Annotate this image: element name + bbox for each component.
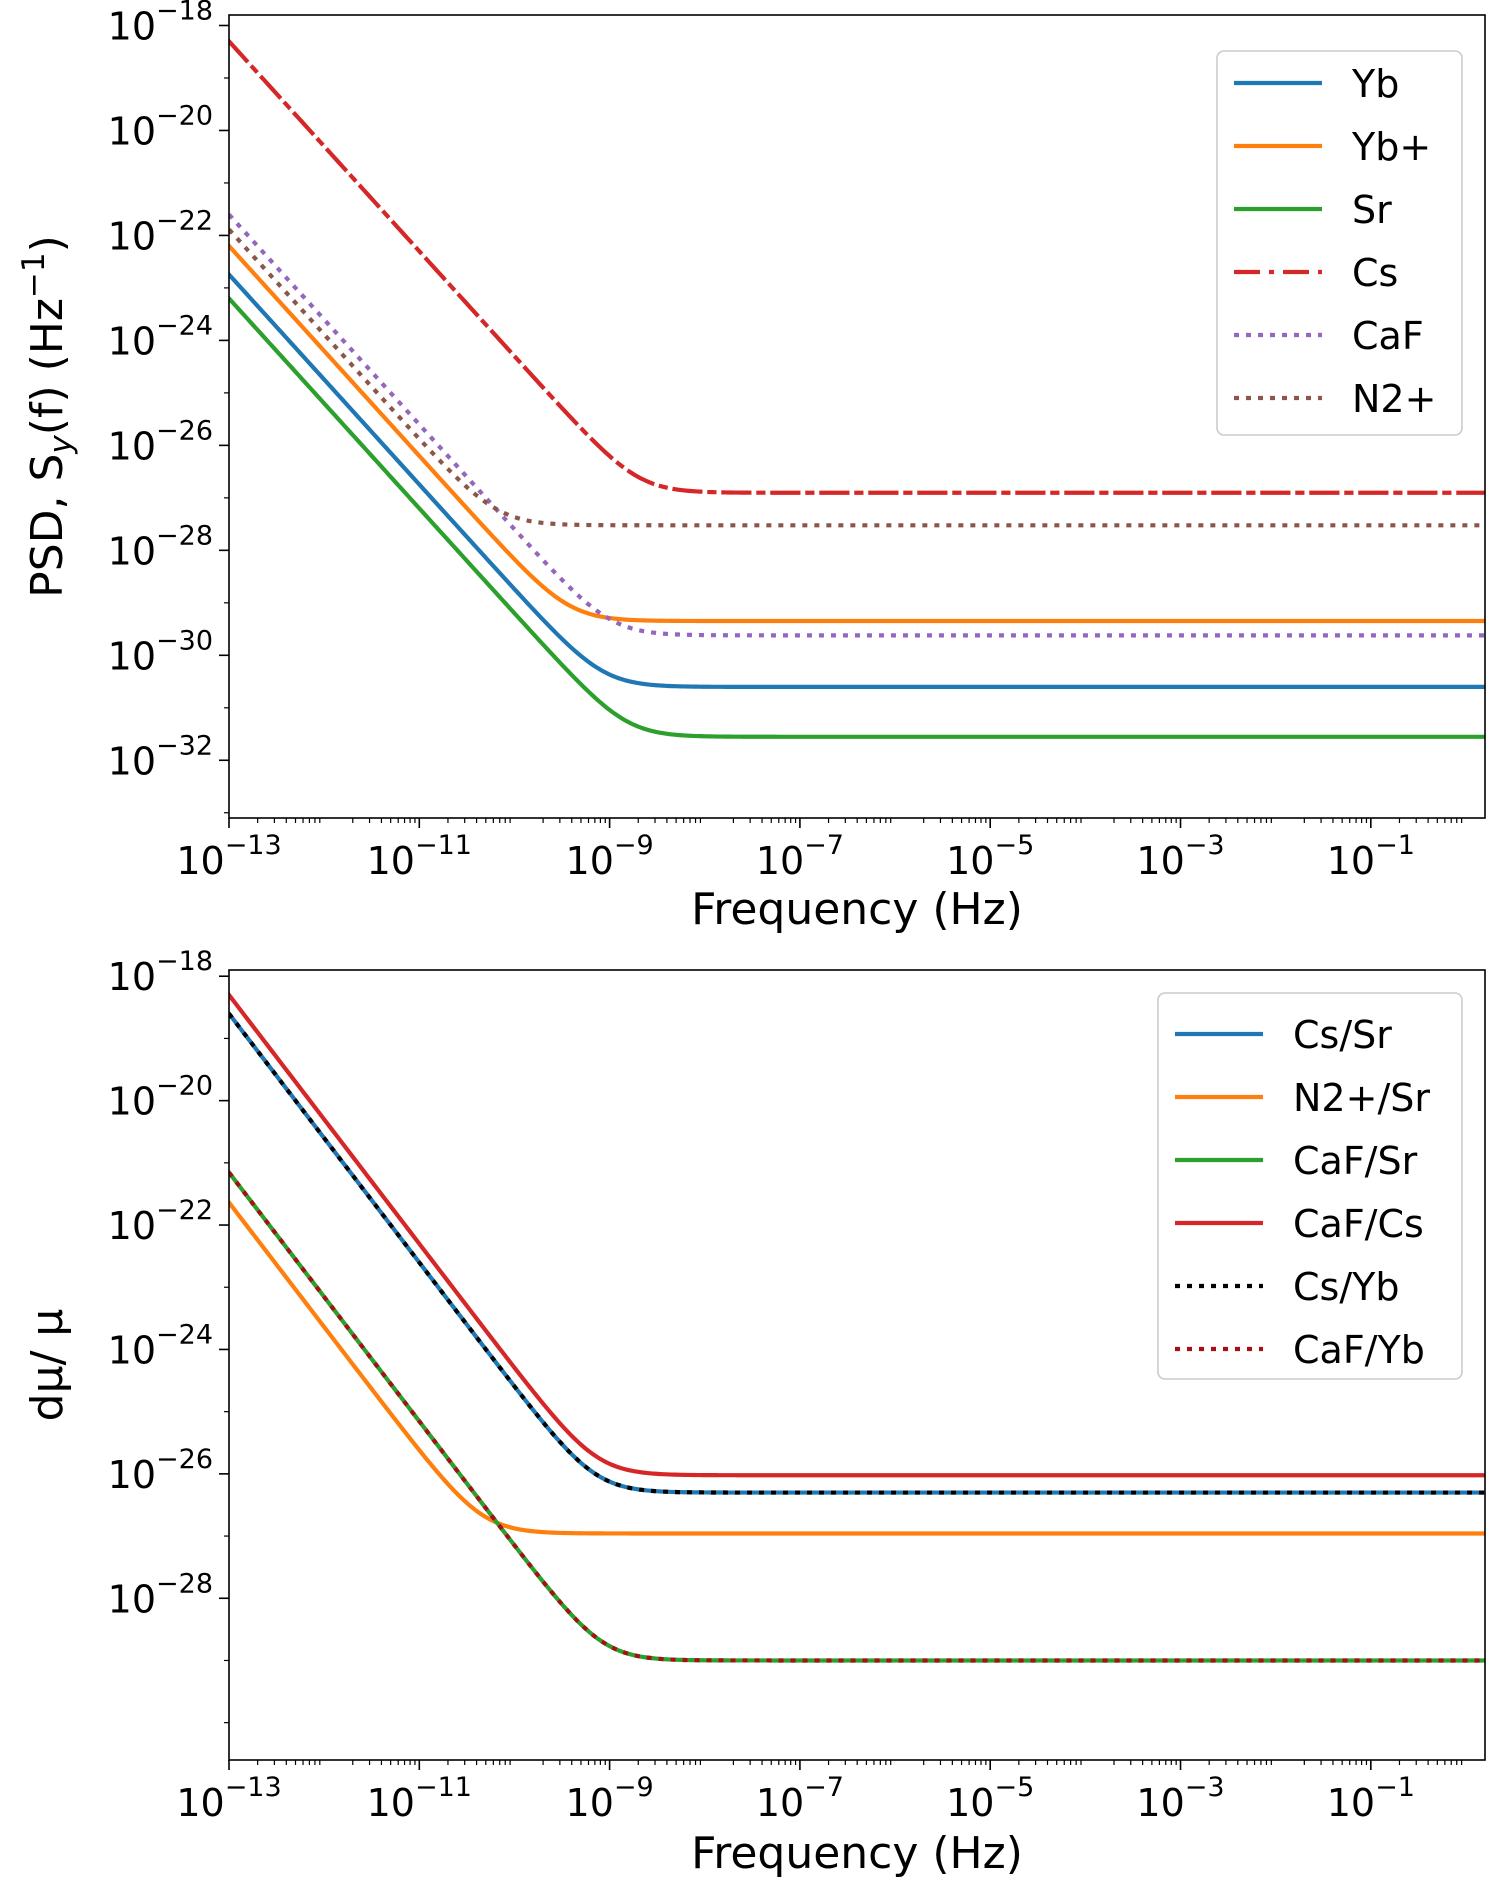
- dmu-legend-label: CaF/Yb: [1293, 1328, 1425, 1372]
- dmu-legend-label: CaF/Cs: [1293, 1202, 1424, 1246]
- dmu-x-axis-label: Frequency (Hz): [691, 1828, 1023, 1879]
- psd-ytick-label: 10−24: [108, 310, 213, 363]
- dmu-xtick-label: 10−13: [176, 1772, 281, 1825]
- psd-ytick-label: 10−18: [108, 0, 213, 48]
- psd-xtick-label: 10−9: [566, 830, 654, 883]
- psd-y-axis-label: PSD, Sy(f) (Hz−1): [16, 235, 79, 598]
- dmu-series-caf-sr: [229, 1169, 1485, 1663]
- psd-legend-label: CaF: [1352, 314, 1424, 358]
- psd-xtick-label: 10−3: [1136, 830, 1224, 883]
- dmu-ytick-label: 10−28: [108, 1568, 213, 1621]
- dmu-xtick-label: 10−9: [566, 1772, 654, 1825]
- psd-ytick-label: 10−20: [108, 100, 213, 153]
- psd-x-axis-label: Frequency (Hz): [691, 884, 1023, 935]
- psd-xtick-label: 10−13: [176, 830, 281, 883]
- psd-chart: 10−13 10−11 10−9 10−7 10−5 10−3 10−1 10−18 10−20…: [16, 0, 1486, 935]
- psd-legend-label: Yb+: [1351, 125, 1431, 169]
- psd-ytick-label: 10−32: [108, 730, 213, 783]
- dmu-series-n2-sr: [229, 1199, 1485, 1536]
- dmu-ytick-label: 10−26: [108, 1444, 213, 1497]
- psd-legend-label: N2+: [1352, 377, 1436, 421]
- dmu-series-cs-yb: [229, 1012, 1485, 1495]
- psd-legend-label: Sr: [1352, 188, 1392, 232]
- dmu-legend: Cs/Sr N2+/Sr CaF/Sr CaF/Cs Cs/Yb CaF/Yb: [1157, 992, 1463, 1380]
- psd-legend: Yb Yb+ Sr Cs CaF N2+: [1216, 50, 1463, 436]
- dmu-xtick-label: 10−3: [1136, 1772, 1224, 1825]
- dmu-legend-label: CaF/Sr: [1293, 1139, 1418, 1183]
- psd-xtick-label: 10−1: [1327, 830, 1415, 883]
- dmu-legend-label: Cs/Sr: [1293, 1013, 1392, 1057]
- dmu-chart: 10−13 10−11 10−9 10−7 10−5 10−3 10−1 10−18 10−20…: [22, 946, 1486, 1879]
- dmu-series-caf-cs: [229, 992, 1485, 1478]
- psd-xtick-label: 10−7: [756, 830, 844, 883]
- dmu-legend-label: N2+/Sr: [1293, 1076, 1430, 1120]
- psd-ytick-label: 10−22: [108, 205, 213, 258]
- dmu-xtick-label: 10−5: [946, 1772, 1034, 1825]
- dmu-ytick-label: 10−20: [108, 1071, 213, 1124]
- dmu-series-group: [229, 992, 1485, 1663]
- psd-legend-label: Yb: [1351, 62, 1399, 106]
- psd-series-yb-: [229, 242, 1485, 624]
- dmu-ytick-label: 10−22: [108, 1195, 213, 1248]
- dmu-legend-box: [1157, 992, 1463, 1380]
- psd-series-sr: [229, 295, 1485, 739]
- psd-series-caf: [229, 213, 1485, 638]
- psd-xtick-label: 10−5: [946, 830, 1034, 883]
- dmu-xtick-label: 10−11: [367, 1772, 472, 1825]
- psd-xtick-label: 10−11: [367, 830, 472, 883]
- psd-ytick-label: 10−28: [108, 520, 213, 573]
- psd-series-group: [229, 38, 1485, 739]
- psd-ytick-label: 10−26: [108, 415, 213, 468]
- dmu-ytick-label: 10−24: [108, 1319, 213, 1372]
- dmu-y-axis-label: dμ/ μ: [22, 1309, 73, 1422]
- psd-legend-label: Cs: [1352, 251, 1398, 295]
- dmu-xtick-label: 10−1: [1327, 1772, 1415, 1825]
- dmu-ytick-label: 10−18: [108, 946, 213, 999]
- psd-series-cs: [229, 38, 1485, 495]
- psd-ytick-label: 10−30: [108, 625, 213, 678]
- psd-series-yb: [229, 271, 1485, 689]
- dmu-xtick-label: 10−7: [756, 1772, 844, 1825]
- dmu-legend-label: Cs/Yb: [1293, 1265, 1399, 1309]
